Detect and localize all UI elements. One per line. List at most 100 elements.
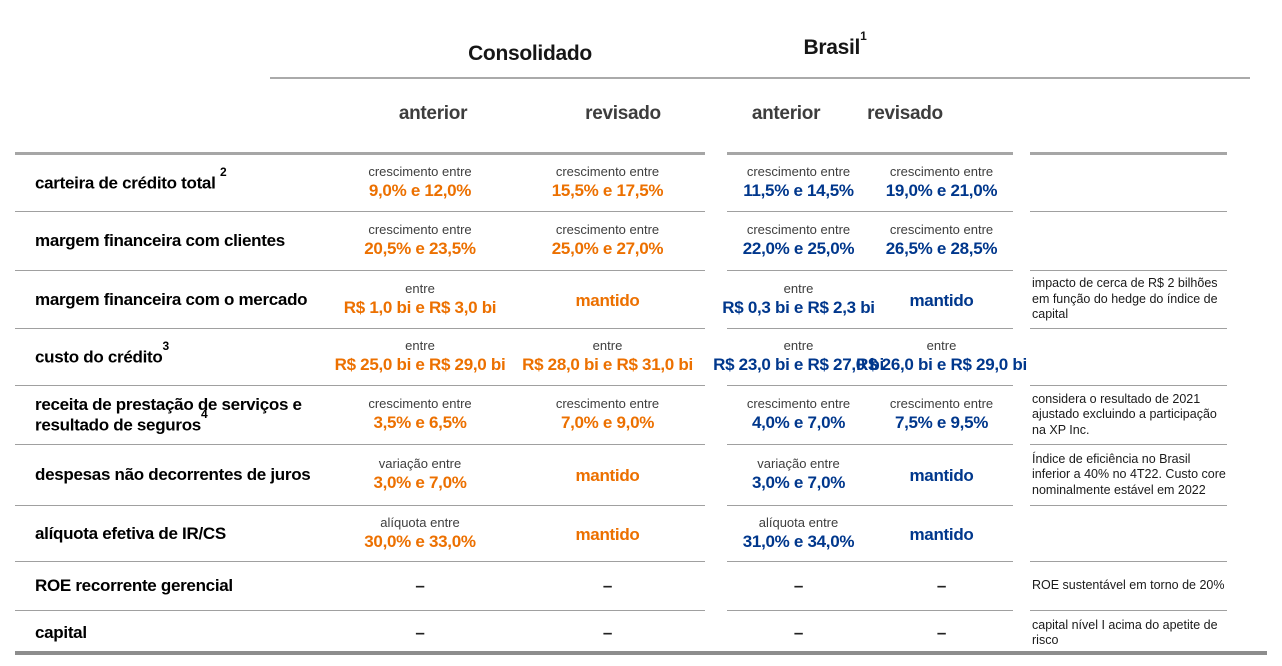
value-caption: crescimento entre [746, 164, 851, 180]
brasil-anterior-cell: crescimento entre 4,0% e 7,0% [727, 385, 870, 444]
table-row: custo do crédito3 entre R$ 25,0 bi e R$ … [15, 328, 1267, 385]
brasil-revisado-cell: mantido [870, 270, 1013, 328]
value-text: – [602, 576, 613, 596]
value-text: mantido [575, 466, 640, 486]
row-label: despesas não decorrentes de juros [15, 444, 330, 505]
value-text: – [793, 623, 804, 643]
brasil-anterior-cell: alíquota entre 31,0% e 34,0% [727, 505, 870, 561]
consolidado-revisado-cell: mantido [510, 270, 705, 328]
value-text: R$ 26,0 bi e R$ 29,0 bi [856, 355, 1027, 375]
value-caption: entre [405, 338, 435, 354]
row-label: capital [15, 610, 330, 655]
brasil-revisado-cell: mantido [870, 505, 1013, 561]
section-gap [705, 385, 727, 444]
row-label-text: alíquota efetiva de IR/CS [35, 523, 226, 543]
brasil-anterior-cell: crescimento entre 11,5% e 14,5% [727, 152, 870, 211]
value-text: – [936, 576, 947, 596]
value-text: 30,0% e 33,0% [364, 531, 476, 551]
note-cell [1030, 211, 1227, 270]
note-cell [1030, 505, 1227, 561]
value-caption: alíquota entre [758, 514, 839, 530]
table-row: margem financeira com o mercado entre R$… [15, 270, 1267, 328]
value-text: – [415, 623, 425, 643]
value-caption: variação entre [378, 456, 462, 472]
note-cell [1030, 328, 1227, 385]
table-row: alíquota efetiva de IR/CS alíquota entre… [15, 505, 1267, 561]
brasil-anterior-cell: variação entre 3,0% e 7,0% [727, 444, 870, 505]
value-text: R$ 28,0 bi e R$ 31,0 bi [522, 355, 693, 375]
consolidado-revisado-cell: – [510, 561, 705, 610]
row-label-text: ROE recorrente gerencial [35, 576, 233, 596]
value-caption: entre [783, 280, 814, 296]
row-label: margem financeira com o mercado [15, 270, 330, 328]
value-text: 7,5% e 9,5% [894, 413, 989, 433]
value-caption: crescimento entre [368, 164, 472, 180]
value-text: mantido [575, 290, 640, 310]
value-text: mantido [575, 524, 640, 544]
value-text: 3,5% e 6,5% [373, 413, 467, 433]
consolidado-revisado-cell: mantido [510, 444, 705, 505]
consolidado-anterior-cell: crescimento entre 20,5% e 23,5% [330, 211, 510, 270]
row-label-text: margem financeira com clientes [35, 231, 285, 251]
table-row: carteira de crédito total 2 crescimento … [15, 152, 1267, 211]
row-footnote-marker: 4 [200, 407, 208, 422]
brasil-revisado-cell: crescimento entre 26,5% e 28,5% [870, 211, 1013, 270]
value-text: 31,0% e 34,0% [742, 531, 855, 551]
note-text: impacto de cerca de R$ 2 bilhões em funç… [1032, 276, 1218, 322]
consolidado-revisado-cell: crescimento entre 7,0% e 9,0% [510, 385, 705, 444]
brasil-revisado-cell: crescimento entre 7,5% e 9,5% [870, 385, 1013, 444]
note-cell: ROE sustentável em torno de 20% [1030, 561, 1227, 610]
value-caption: crescimento entre [746, 222, 851, 238]
consolidado-anterior-cell: entre R$ 25,0 bi e R$ 29,0 bi [330, 328, 510, 385]
value-caption: crescimento entre [555, 396, 660, 412]
section-gap [1013, 211, 1030, 270]
brasil-anterior-cell: entre R$ 23,0 bi e R$ 27,0 bi [713, 328, 884, 385]
row-label: alíquota efetiva de IR/CS [15, 505, 330, 561]
value-caption: crescimento entre [746, 396, 851, 412]
brasil-anterior-cell: – [727, 561, 870, 610]
section-gap [705, 561, 727, 610]
brasil-anterior-cell: crescimento entre 22,0% e 25,0% [727, 211, 870, 270]
value-caption: crescimento entre [889, 396, 994, 412]
brasil-revisado-cell: entre R$ 26,0 bi e R$ 29,0 bi [856, 328, 1027, 385]
guidance-table: carteira de crédito total 2 crescimento … [15, 152, 1267, 655]
value-text: – [415, 576, 425, 596]
brasil-anterior-cell: entre R$ 0,3 bi e R$ 2,3 bi [722, 270, 875, 328]
table-row: receita de prestação de serviços e resul… [15, 385, 1267, 444]
value-caption: variação entre [757, 456, 840, 472]
value-caption: crescimento entre [555, 164, 660, 180]
value-caption: crescimento entre [368, 396, 472, 412]
value-text: 20,5% e 23,5% [364, 239, 476, 259]
brasil-revisado-cell: crescimento entre 19,0% e 21,0% [870, 152, 1013, 211]
value-text: 3,0% e 7,0% [373, 473, 467, 493]
section-gap [1013, 561, 1030, 610]
row-label: ROE recorrente gerencial [15, 561, 330, 610]
value-text: R$ 1,0 bi e R$ 3,0 bi [343, 297, 497, 317]
value-caption: crescimento entre [368, 222, 472, 238]
row-label-text: capital [35, 623, 87, 643]
value-text: 22,0% e 25,0% [742, 239, 855, 259]
row-label-text: despesas não decorrentes de juros [35, 465, 311, 485]
row-footnote-marker: 3 [162, 339, 169, 354]
value-text: 25,0% e 27,0% [551, 239, 664, 259]
consolidado-anterior-cell: variação entre 3,0% e 7,0% [330, 444, 510, 505]
column-group-consolidado: Consolidado [468, 42, 592, 65]
row-label-text: custo do crédito [35, 348, 163, 368]
note-text: ROE sustentável em torno de 20% [1032, 578, 1225, 593]
value-text: mantido [909, 466, 974, 486]
note-cell: impacto de cerca de R$ 2 bilhões em funç… [1030, 270, 1227, 328]
section-gap [705, 152, 727, 211]
value-text: 3,0% e 7,0% [751, 473, 846, 493]
brasil-footnote-marker: 1 [860, 29, 867, 43]
section-gap [1013, 270, 1030, 328]
consolidado-anterior-cell: crescimento entre 9,0% e 12,0% [330, 152, 510, 211]
consolidado-revisado-cell: crescimento entre 15,5% e 17,5% [510, 152, 705, 211]
brasil-revisado-cell: mantido [870, 444, 1013, 505]
table-row: capital – – – – capital nível I acima do… [15, 610, 1267, 655]
value-text: 26,5% e 28,5% [885, 239, 998, 259]
section-gap [1013, 328, 1030, 385]
row-label: custo do crédito3 [15, 328, 330, 385]
table-row: ROE recorrente gerencial – – – – ROE sus… [15, 561, 1267, 610]
brasil-revisado-cell: – [870, 561, 1013, 610]
value-caption: crescimento entre [889, 164, 994, 180]
